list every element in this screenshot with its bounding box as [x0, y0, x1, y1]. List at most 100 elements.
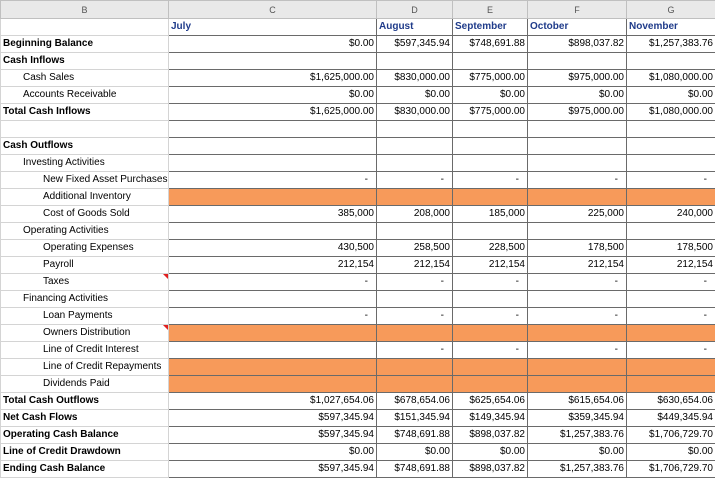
row-label[interactable]: Line of Credit Interest: [0, 341, 169, 359]
value-cell[interactable]: $0.00: [452, 86, 528, 104]
value-cell[interactable]: $1,625,000.00: [168, 103, 377, 121]
value-cell[interactable]: $1,080,000.00: [626, 69, 715, 87]
value-cell[interactable]: [452, 154, 528, 172]
value-cell[interactable]: $830,000.00: [376, 69, 453, 87]
value-cell[interactable]: $1,706,729.70: [626, 426, 715, 444]
row-label[interactable]: Ending Cash Balance: [0, 460, 169, 478]
value-cell[interactable]: -: [527, 171, 627, 189]
value-cell[interactable]: $1,625,000.00: [168, 69, 377, 87]
row-label[interactable]: Operating Activities: [0, 222, 169, 240]
row-label[interactable]: Additional Inventory: [0, 188, 169, 206]
column-header[interactable]: G: [626, 0, 715, 19]
value-cell[interactable]: [626, 222, 715, 240]
value-cell[interactable]: 212,154: [376, 256, 453, 274]
value-cell[interactable]: 212,154: [168, 256, 377, 274]
value-cell[interactable]: $678,654.06: [376, 392, 453, 410]
value-cell[interactable]: [626, 324, 715, 342]
value-cell[interactable]: $830,000.00: [376, 103, 453, 121]
value-cell[interactable]: [452, 188, 528, 206]
value-cell[interactable]: [527, 358, 627, 376]
value-cell[interactable]: [452, 324, 528, 342]
value-cell[interactable]: $597,345.94: [168, 409, 377, 427]
value-cell[interactable]: [168, 222, 377, 240]
value-cell[interactable]: -: [376, 273, 453, 291]
value-cell[interactable]: [626, 154, 715, 172]
value-cell[interactable]: -: [626, 307, 715, 325]
value-cell[interactable]: [527, 154, 627, 172]
value-cell[interactable]: -: [527, 273, 627, 291]
value-cell[interactable]: [452, 375, 528, 393]
value-cell[interactable]: -: [452, 307, 528, 325]
row-label[interactable]: Investing Activities: [0, 154, 169, 172]
value-cell[interactable]: $975,000.00: [527, 69, 627, 87]
row-label[interactable]: Accounts Receivable: [0, 86, 169, 104]
value-cell[interactable]: $898,037.82: [452, 460, 528, 478]
value-cell[interactable]: $151,345.94: [376, 409, 453, 427]
row-label[interactable]: Cost of Goods Sold: [0, 205, 169, 223]
value-cell[interactable]: $0.00: [527, 443, 627, 461]
value-cell[interactable]: [168, 137, 377, 155]
value-cell[interactable]: $0.00: [168, 443, 377, 461]
value-cell[interactable]: 258,500: [376, 239, 453, 257]
row-label[interactable]: Cash Outflows: [0, 137, 169, 155]
value-cell[interactable]: [626, 375, 715, 393]
value-cell[interactable]: 212,154: [452, 256, 528, 274]
row-label[interactable]: Line of Credit Drawdown: [0, 443, 169, 461]
value-cell[interactable]: [626, 188, 715, 206]
value-cell[interactable]: -: [168, 307, 377, 325]
month-header[interactable]: October: [527, 18, 627, 36]
value-cell[interactable]: $149,345.94: [452, 409, 528, 427]
row-label[interactable]: Loan Payments: [0, 307, 169, 325]
value-cell[interactable]: [527, 188, 627, 206]
value-cell[interactable]: [626, 290, 715, 308]
value-cell[interactable]: -: [452, 171, 528, 189]
value-cell[interactable]: [376, 222, 453, 240]
value-cell[interactable]: $630,654.06: [626, 392, 715, 410]
value-cell[interactable]: [626, 52, 715, 70]
value-cell[interactable]: [168, 154, 377, 172]
value-cell[interactable]: [376, 120, 453, 138]
value-cell[interactable]: [376, 154, 453, 172]
row-label[interactable]: Owners Distribution: [0, 324, 169, 342]
value-cell[interactable]: $449,345.94: [626, 409, 715, 427]
value-cell[interactable]: $1,257,383.76: [527, 460, 627, 478]
column-header[interactable]: B: [0, 0, 169, 19]
value-cell[interactable]: [626, 137, 715, 155]
month-header[interactable]: November: [626, 18, 715, 36]
value-cell[interactable]: -: [376, 341, 453, 359]
value-cell[interactable]: 212,154: [527, 256, 627, 274]
value-cell[interactable]: -: [527, 341, 627, 359]
row-label[interactable]: Dividends Paid: [0, 375, 169, 393]
value-cell[interactable]: -: [626, 341, 715, 359]
value-cell[interactable]: $1,706,729.70: [626, 460, 715, 478]
value-cell[interactable]: $0.00: [168, 86, 377, 104]
value-cell[interactable]: [376, 290, 453, 308]
value-cell[interactable]: $898,037.82: [452, 426, 528, 444]
value-cell[interactable]: -: [527, 307, 627, 325]
value-cell[interactable]: [452, 120, 528, 138]
value-cell[interactable]: $0.00: [376, 443, 453, 461]
value-cell[interactable]: [527, 137, 627, 155]
value-cell[interactable]: [452, 290, 528, 308]
row-label[interactable]: Taxes: [0, 273, 169, 291]
value-cell[interactable]: $898,037.82: [527, 35, 627, 53]
value-cell[interactable]: [527, 52, 627, 70]
value-cell[interactable]: 225,000: [527, 205, 627, 223]
row-label[interactable]: Financing Activities: [0, 290, 169, 308]
value-cell[interactable]: [527, 375, 627, 393]
value-cell[interactable]: -: [168, 273, 377, 291]
value-cell[interactable]: [168, 188, 377, 206]
value-cell[interactable]: -: [626, 273, 715, 291]
column-header[interactable]: C: [168, 0, 377, 19]
value-cell[interactable]: $0.00: [376, 86, 453, 104]
value-cell[interactable]: $615,654.06: [527, 392, 627, 410]
value-cell[interactable]: $0.00: [626, 86, 715, 104]
value-cell[interactable]: 185,000: [452, 205, 528, 223]
value-cell[interactable]: [452, 222, 528, 240]
value-cell[interactable]: [376, 188, 453, 206]
cell[interactable]: [0, 18, 169, 36]
value-cell[interactable]: [168, 52, 377, 70]
value-cell[interactable]: 385,000: [168, 205, 377, 223]
value-cell[interactable]: [626, 120, 715, 138]
value-cell[interactable]: $0.00: [626, 443, 715, 461]
